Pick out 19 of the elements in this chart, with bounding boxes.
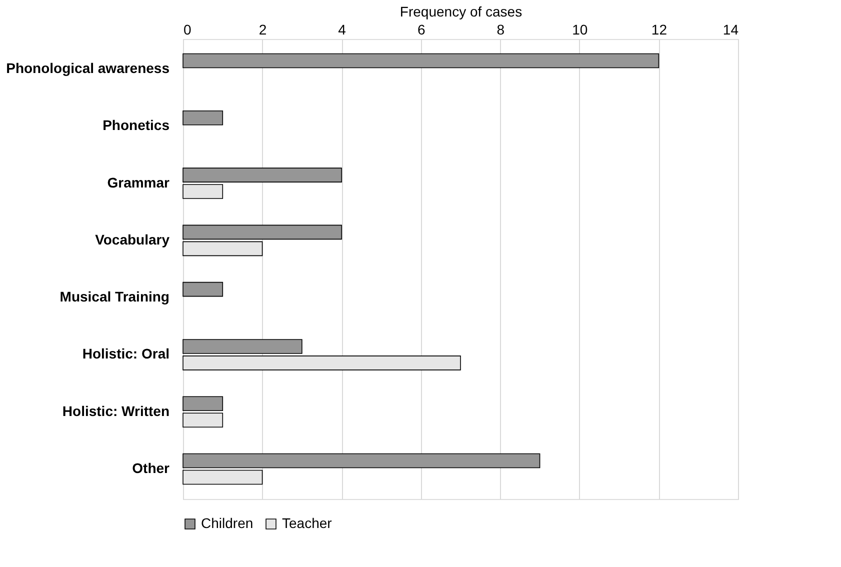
- y-tick-label: Holistic: Oral: [82, 346, 170, 362]
- y-tick-label: Phonological awareness: [6, 60, 170, 76]
- x-tick-label: 4: [338, 22, 346, 38]
- legend-label: Children: [201, 515, 254, 531]
- x-tick-label: 8: [496, 22, 505, 38]
- y-tick-label: Grammar: [107, 174, 170, 190]
- x-axis-title: Frequency of cases: [400, 4, 522, 20]
- x-tick-label: 2: [258, 22, 267, 38]
- x-tick-label: 10: [572, 22, 588, 38]
- y-tick-label: Phonetics: [102, 117, 170, 134]
- y-tick-label: Musical Training: [60, 288, 170, 305]
- legend-label: Teacher: [282, 515, 332, 531]
- y-tick-label: Holistic: Written: [62, 402, 170, 419]
- x-tick-label: 14: [722, 22, 739, 38]
- x-tick-label: 0: [184, 22, 192, 38]
- x-tick-label: 12: [651, 22, 668, 38]
- y-tick-label: Other: [132, 460, 170, 476]
- x-tick-label: 6: [417, 22, 426, 38]
- y-tick-label: Vocabulary: [95, 231, 170, 248]
